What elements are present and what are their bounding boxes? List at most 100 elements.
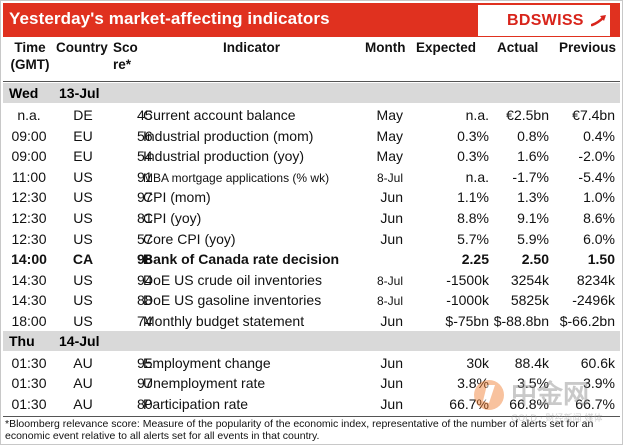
- cell-expected: n.a.: [465, 107, 489, 123]
- cell-score: 80: [137, 395, 153, 412]
- cell-month: May: [376, 107, 403, 123]
- cell-actual: 1.3%: [517, 189, 549, 206]
- cell-indicator: DoE US gasoline inventories: [143, 292, 322, 309]
- cell-score: 45: [137, 107, 153, 123]
- cell-indicator: Core CPI (yoy): [143, 230, 236, 247]
- cell-previous: 0.4%: [583, 127, 615, 144]
- cell-time: 12:30: [11, 210, 47, 226]
- cell-time: 14:00: [11, 251, 47, 268]
- cell-country: EU: [73, 127, 93, 144]
- cell-actual: 5825k: [510, 292, 549, 309]
- cell-indicator: Monthly budget statement: [143, 313, 305, 329]
- cell-indicator: Participation rate: [143, 395, 249, 412]
- cell-actual: 9.1%: [517, 210, 549, 226]
- cell-country: AU: [73, 395, 93, 412]
- table-row: n.a. DE 45 Current account balance May n.a. €2…: [3, 104, 620, 125]
- cell-month: May: [376, 127, 403, 144]
- day-date: 13-Jul: [59, 85, 100, 101]
- table-row: 14:00 CA 98 Bank of Canada rate decision 2.2…: [3, 248, 620, 269]
- cell-previous: 1.50: [587, 251, 615, 268]
- cell-actual: 1.6%: [517, 148, 549, 165]
- cell-score: 74: [137, 313, 153, 329]
- cell-actual: 3254k: [510, 271, 549, 288]
- page-title: Yesterday's market-affecting indicators: [9, 9, 330, 28]
- table-row: 01:30 AU 97 Unemployment rate Jun 3.8% 3.5% 3.9…: [3, 372, 620, 393]
- table-row: 09:00 EU 54 Industrial production (yoy) May 0…: [3, 145, 620, 166]
- watermark-text: 中金网: [511, 379, 589, 410]
- col-header-actual: Actual: [497, 40, 539, 55]
- cell-expected: 1.1%: [457, 189, 489, 206]
- day-header: Wed 13-Jul: [3, 83, 620, 103]
- cell-indicator: Current account balance: [143, 107, 296, 123]
- table-row: 14:30 US 94 DoE US crude oil inventories 8-J…: [3, 269, 620, 290]
- cell-expected: 0.3%: [457, 148, 489, 165]
- cell-expected: 30k: [466, 354, 489, 371]
- cell-country: AU: [73, 375, 93, 392]
- cell-country: US: [73, 313, 93, 329]
- col-header-expected: Expected: [416, 40, 477, 55]
- cell-month: 8-Jul: [376, 170, 403, 185]
- cell-expected: -1000k: [446, 292, 489, 309]
- cell-country: DE: [73, 107, 93, 123]
- table-row: 12:30 US 81 CPI (yoy) Jun 8.8% 9.1% 8.6%: [3, 207, 620, 228]
- cell-time: 09:00: [11, 148, 47, 165]
- cell-actual: 0.8%: [517, 127, 549, 144]
- cell-score: 56: [137, 127, 153, 144]
- cell-month: May: [376, 148, 403, 165]
- cell-expected: 0.3%: [457, 127, 489, 144]
- table-row: 09:00 EU 56 Industrial production (mom) May 0…: [3, 125, 620, 146]
- col-header-score: Sco re*: [113, 40, 138, 72]
- cell-time: 11:00: [12, 168, 46, 185]
- cell-month: Jun: [380, 313, 403, 329]
- cell-month: 8-Jul: [376, 294, 403, 309]
- col-header-time: Time (GMT): [10, 40, 50, 72]
- cell-month: Jun: [380, 230, 403, 247]
- cell-country: US: [73, 189, 93, 206]
- footnote: *Bloomberg relevance score: Measure of t…: [5, 418, 594, 442]
- cell-country: US: [73, 168, 93, 185]
- header-divider: [3, 81, 620, 82]
- cell-expected: 5.7%: [457, 230, 489, 247]
- cell-time: n.a.: [17, 107, 41, 123]
- brand-logo: BDSWISS: [478, 5, 610, 36]
- cell-country: EU: [73, 148, 93, 165]
- cell-score: 91: [137, 168, 153, 185]
- cell-indicator: CPI (yoy): [143, 210, 202, 226]
- cell-country: US: [73, 292, 93, 309]
- cell-actual: 2.50: [521, 251, 549, 268]
- cell-score: 94: [137, 271, 153, 288]
- cell-previous: 6.0%: [583, 230, 615, 247]
- col-header-indicator: Indicator: [223, 40, 281, 55]
- col-header-month: Month: [365, 40, 406, 55]
- cell-actual: -1.7%: [512, 168, 549, 185]
- cell-score: 98: [137, 251, 153, 268]
- cell-time: 14:30: [11, 292, 47, 309]
- cell-previous: 8.6%: [583, 210, 615, 226]
- cell-actual: 3.5%: [517, 375, 549, 392]
- cell-score: 54: [137, 148, 153, 165]
- cell-month: Jun: [380, 354, 403, 371]
- cell-indicator: Industrial production (mom): [143, 127, 314, 144]
- cell-month: Jun: [380, 395, 403, 412]
- cell-expected: 3.8%: [457, 375, 489, 392]
- cell-actual: 88.4k: [514, 354, 549, 371]
- cell-score: 57: [137, 230, 153, 247]
- day-name: Thu: [9, 332, 35, 349]
- cell-time: 01:30: [11, 375, 47, 392]
- day-name: Wed: [9, 85, 39, 101]
- cell-expected: -1500k: [446, 271, 489, 288]
- cell-previous: 66.7%: [575, 395, 615, 412]
- cell-country: AU: [73, 354, 93, 371]
- cell-country: US: [73, 271, 93, 288]
- cell-month: Jun: [380, 210, 403, 226]
- cell-score: 97: [137, 189, 153, 206]
- cell-previous: €7.4bn: [572, 107, 615, 123]
- cell-expected: n.a.: [465, 168, 489, 185]
- cell-month: 8-Jul: [376, 273, 403, 288]
- cell-indicator: Industrial production (yoy): [143, 148, 305, 165]
- watermark-logo-icon: 中金网 GOLD · 财经新闻 媒体: [474, 379, 602, 424]
- cell-country: US: [73, 210, 93, 226]
- cell-indicator: Employment change: [143, 354, 271, 371]
- brand-name: BDSWISS: [507, 12, 584, 29]
